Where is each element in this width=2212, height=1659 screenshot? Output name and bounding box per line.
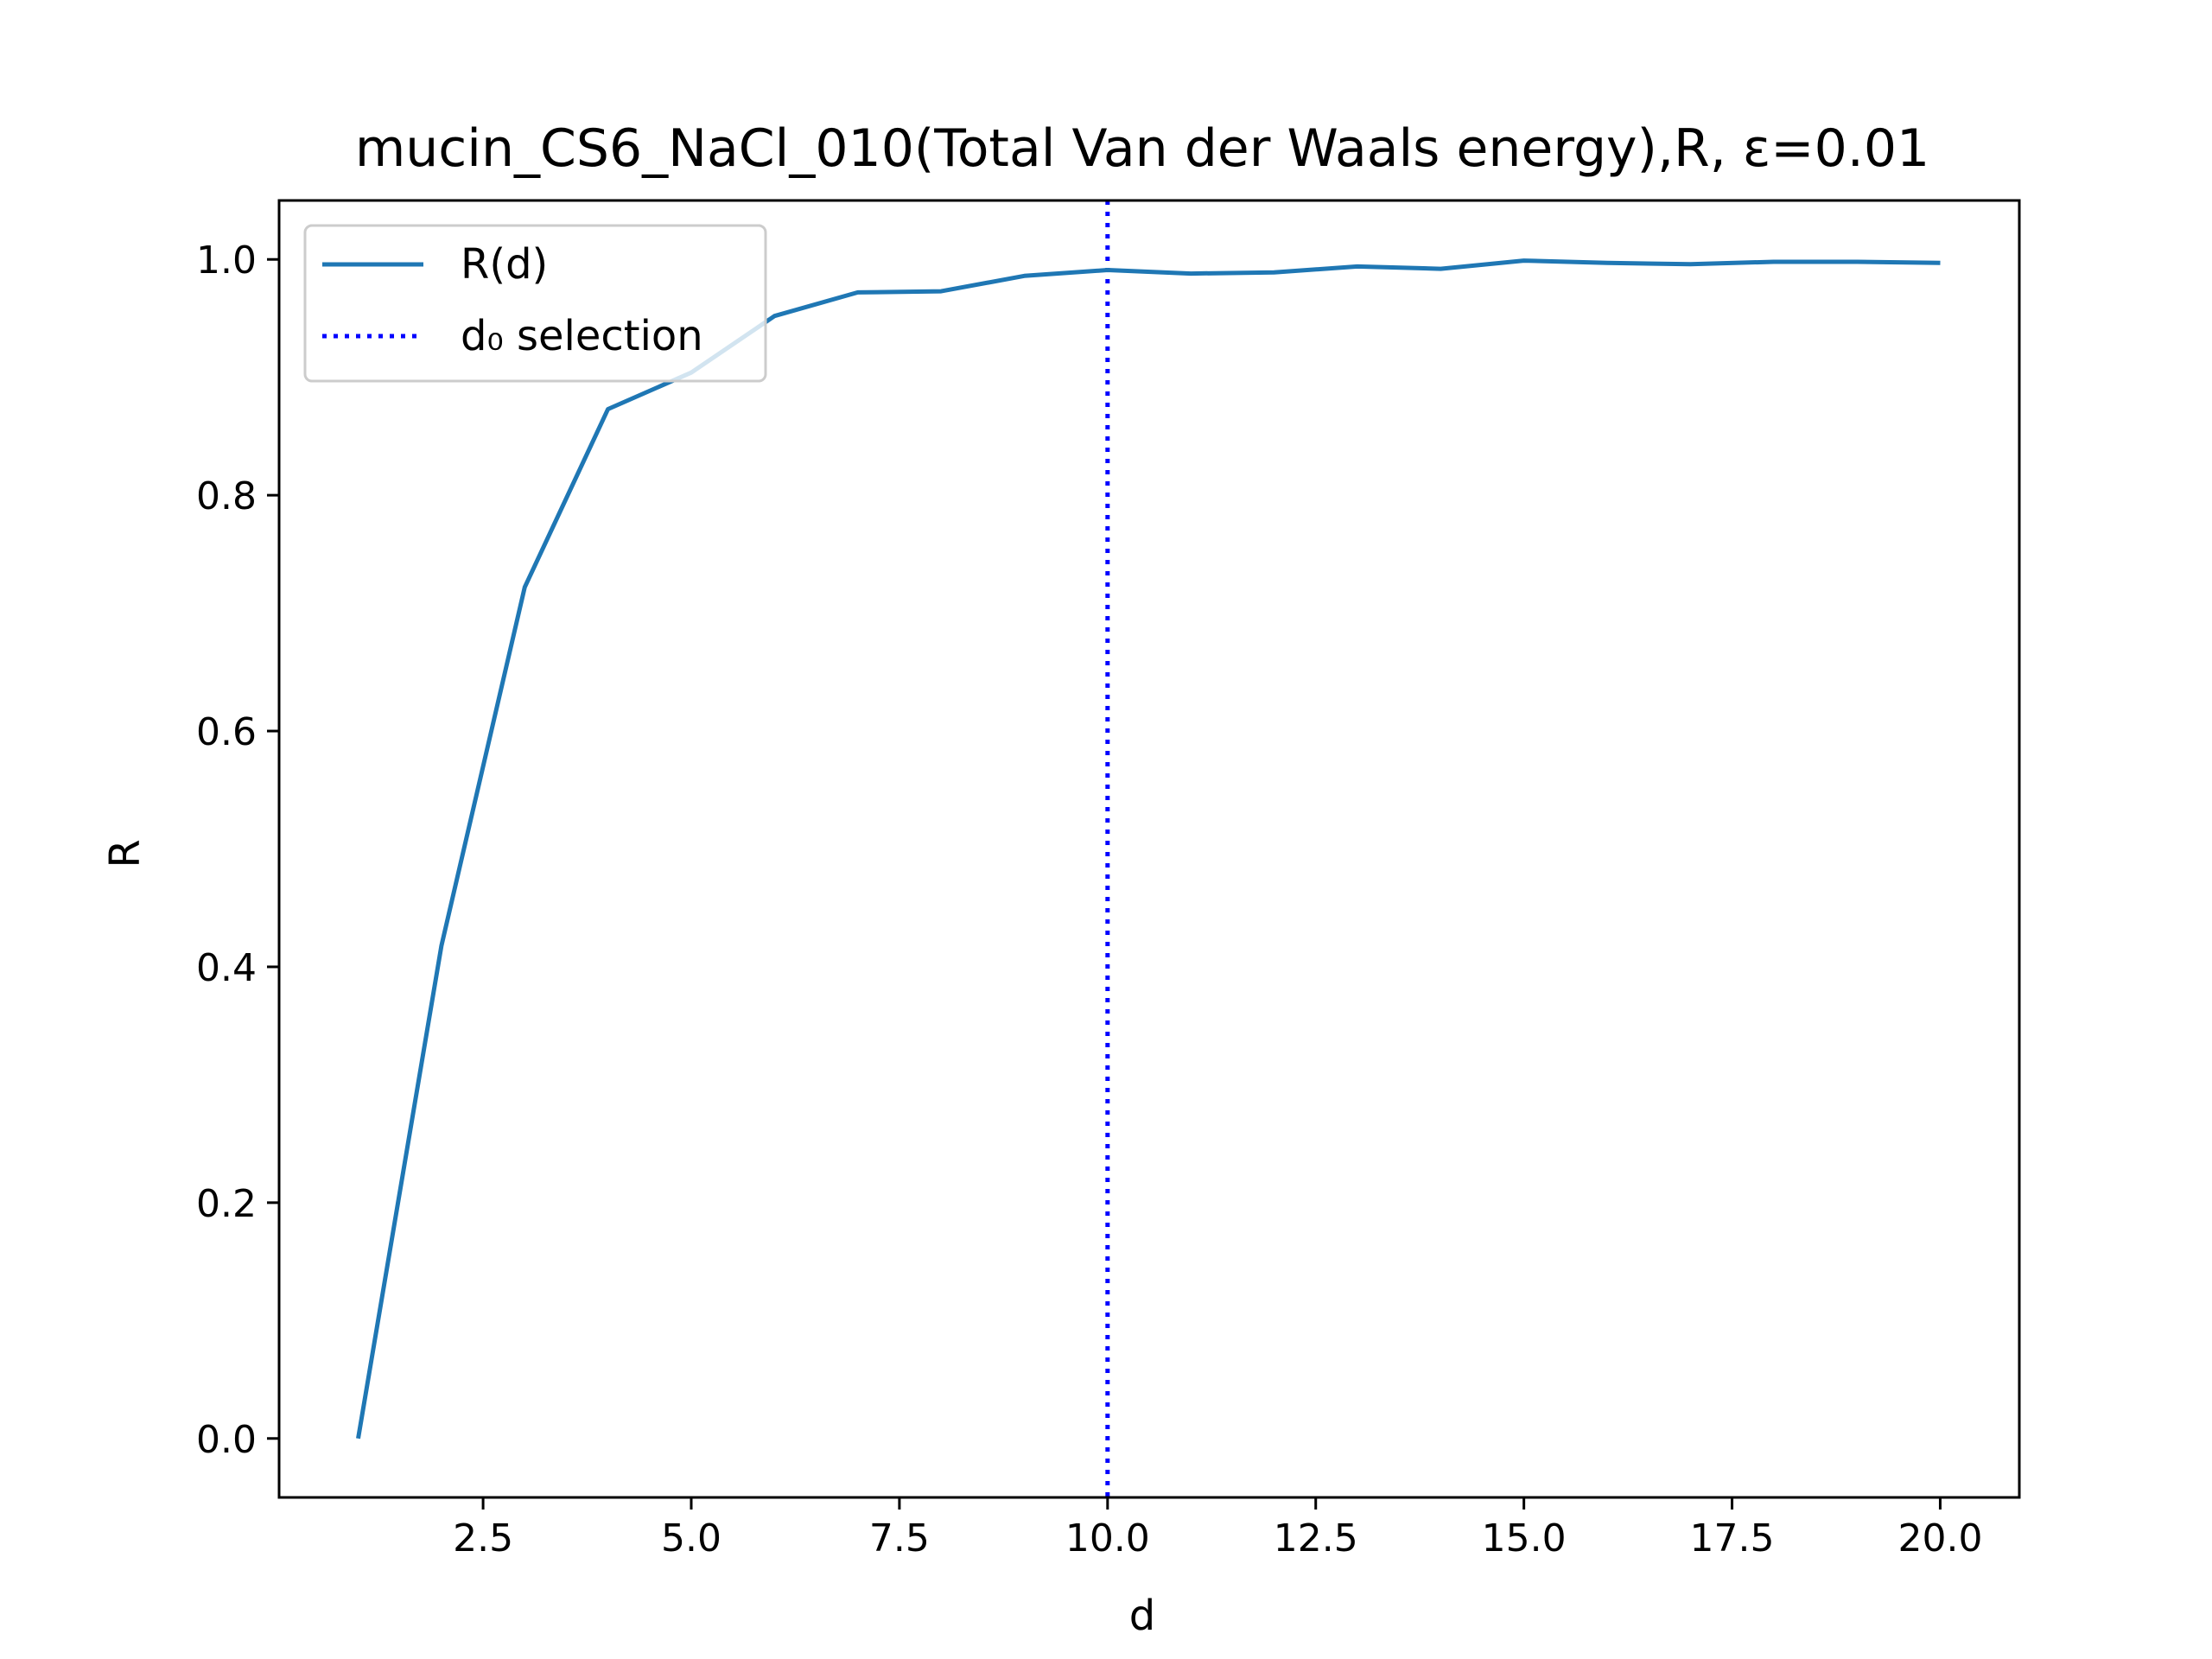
y-tick-label: 0.6 — [196, 710, 257, 754]
x-tick-label: 2.5 — [453, 1516, 513, 1560]
y-tick-label: 0.8 — [196, 474, 257, 518]
x-axis-label: d — [1129, 1592, 1155, 1640]
y-axis-label: R — [101, 839, 149, 868]
y-tick-label: 1.0 — [196, 238, 257, 283]
legend: R(d) d₀ selection — [303, 224, 767, 383]
x-tick-label: 7.5 — [869, 1516, 930, 1560]
x-tick-label: 12.5 — [1274, 1516, 1358, 1560]
legend-label: R(d) — [461, 240, 548, 289]
y-tick-label: 0.0 — [196, 1418, 257, 1462]
x-axis: 2.5 5.0 7.5 10.0 12.5 15.0 17.5 20.0 — [453, 1497, 1982, 1560]
x-tick-label: 15.0 — [1482, 1516, 1567, 1560]
series-line-r-d — [356, 258, 1941, 1440]
x-tick-label: 5.0 — [661, 1516, 721, 1560]
plot-frame — [277, 199, 2021, 1499]
y-tick-label: 0.4 — [196, 946, 257, 990]
x-tick-label: 17.5 — [1690, 1516, 1775, 1560]
x-tick-label: 10.0 — [1065, 1516, 1150, 1560]
chart-title: mucin_CS6_NaCl_010(Total Van der Waals e… — [355, 118, 1929, 179]
legend-label: d₀ selection — [461, 312, 703, 360]
y-axis: 0.0 0.2 0.4 0.6 0.8 1.0 — [196, 238, 279, 1462]
plot-area — [277, 199, 2021, 1499]
y-tick-label: 0.2 — [196, 1182, 257, 1226]
x-tick-label: 20.0 — [1897, 1516, 1982, 1560]
